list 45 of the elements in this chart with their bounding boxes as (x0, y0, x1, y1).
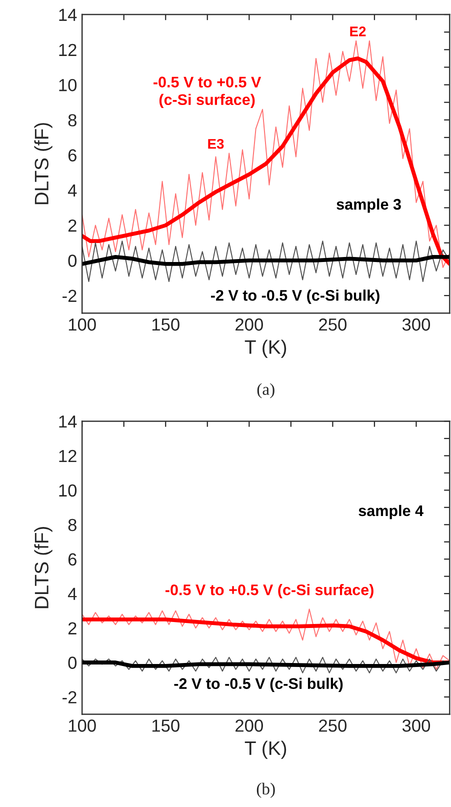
y-axis-title: DLTS (fF) (34, 123, 52, 204)
line-series (82, 254, 450, 266)
y-tick-label: 4 (68, 588, 77, 600)
y-tick-label: -2 (62, 290, 76, 302)
annotation: E2 (350, 26, 366, 36)
line-series (82, 240, 450, 282)
y-tick-label: 2 (68, 219, 76, 232)
x-axis-title: T (K) (244, 340, 286, 358)
x-tick-label: 300 (402, 318, 430, 331)
x-tick-label: 200 (236, 720, 263, 732)
y-tick-label: 10 (59, 78, 77, 92)
text: (a) (257, 383, 274, 398)
annotation: E3 (208, 138, 224, 149)
y-tick-label: 8 (68, 518, 76, 532)
line-series (82, 617, 450, 664)
text: (b) (256, 782, 275, 798)
y-tick-label: 6 (68, 553, 76, 566)
x-tick-label: 100 (68, 318, 96, 331)
y-tick-label: -2 (62, 691, 76, 704)
x-tick-label: 250 (319, 720, 346, 732)
y-axis-title: DLTS (fF) (34, 526, 52, 608)
y-tick-label: 12 (59, 450, 76, 462)
x-tick-label: 100 (68, 720, 96, 732)
annotation: sample 3 (336, 198, 401, 213)
x-tick-label: 250 (319, 318, 346, 331)
x-tick-label: 300 (402, 720, 430, 732)
y-tick-label: 0 (68, 656, 77, 669)
x-axis-title: T (K) (244, 740, 286, 759)
x-tick-label: 150 (152, 720, 180, 732)
annotation: -0.5 V to +0.5 V (c-Si surface) (165, 584, 374, 598)
y-tick-label: 14 (59, 416, 77, 428)
annotation: -0.5 V to +0.5 V (c-Si surface) (154, 76, 262, 108)
y-tick-label: 2 (68, 622, 76, 634)
y-tick-label: 12 (59, 44, 76, 56)
annotation: sample 4 (358, 504, 424, 520)
annotation: -2 V to -0.5 V (c-Si bulk) (210, 290, 380, 304)
annotation: -2 V to -0.5 V (c-Si bulk) (174, 678, 343, 692)
x-tick-label: 200 (236, 318, 263, 331)
y-tick-label: 14 (59, 8, 77, 21)
y-tick-label: 8 (68, 114, 76, 126)
y-tick-label: 10 (59, 484, 77, 497)
y-tick-label: 4 (68, 184, 77, 196)
y-tick-label: 0 (68, 254, 77, 267)
x-tick-label: 150 (152, 318, 180, 331)
y-tick-label: 6 (68, 149, 76, 162)
